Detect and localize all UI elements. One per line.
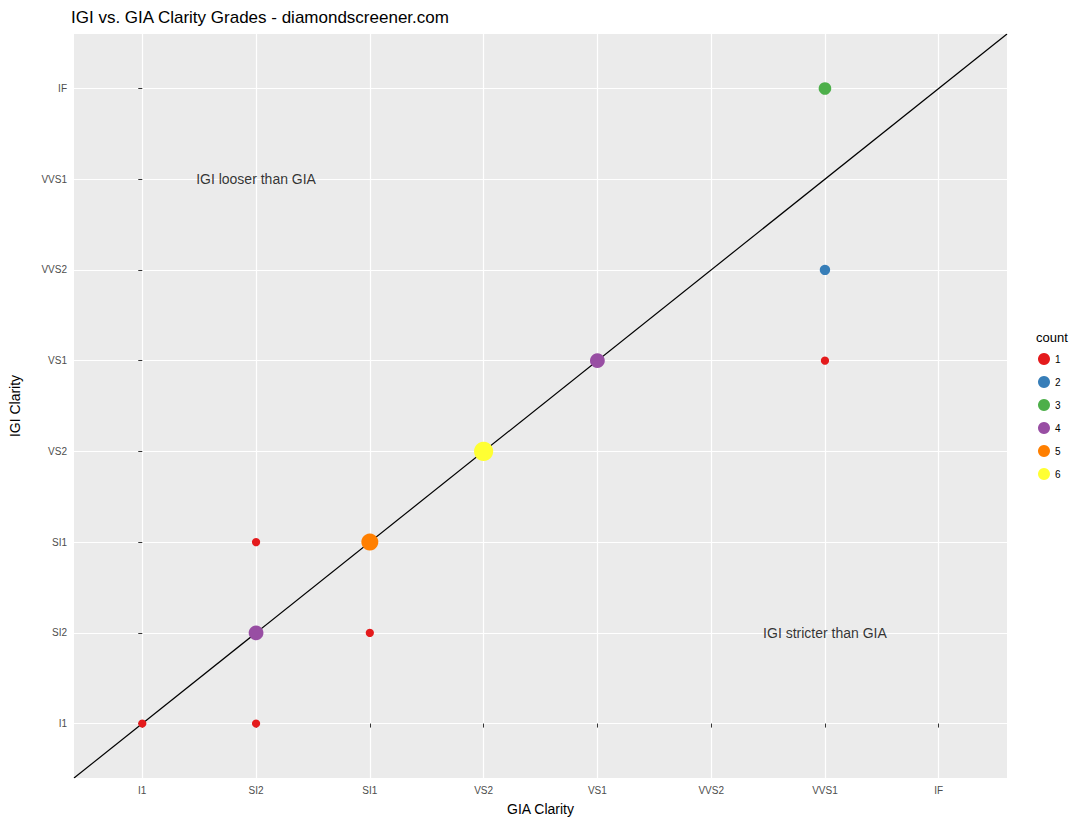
svg-text:I1: I1 xyxy=(59,718,68,729)
svg-text:IF: IF xyxy=(934,785,943,796)
svg-text:4: 4 xyxy=(1055,423,1061,434)
svg-text:SI2: SI2 xyxy=(52,627,67,638)
svg-text:1: 1 xyxy=(1055,354,1061,365)
svg-text:IGI Clarity: IGI Clarity xyxy=(7,375,23,437)
svg-text:I1: I1 xyxy=(138,785,147,796)
svg-text:IGI looser than GIA: IGI looser than GIA xyxy=(196,171,316,187)
svg-text:VS2: VS2 xyxy=(474,785,493,796)
svg-text:3: 3 xyxy=(1055,400,1061,411)
svg-text:GIA Clarity: GIA Clarity xyxy=(507,801,574,817)
svg-text:IGI stricter than GIA: IGI stricter than GIA xyxy=(763,625,887,641)
svg-text:VS1: VS1 xyxy=(48,355,67,366)
svg-text:6: 6 xyxy=(1055,469,1061,480)
svg-text:2: 2 xyxy=(1055,377,1061,388)
svg-text:SI1: SI1 xyxy=(362,785,377,796)
svg-text:VS2: VS2 xyxy=(48,446,67,457)
svg-text:5: 5 xyxy=(1055,446,1061,457)
svg-text:IF: IF xyxy=(58,83,67,94)
svg-text:count: count xyxy=(1036,330,1068,345)
svg-text:VVS1: VVS1 xyxy=(41,174,67,185)
svg-text:SI2: SI2 xyxy=(249,785,264,796)
svg-text:SI1: SI1 xyxy=(52,537,67,548)
svg-text:IGI vs. GIA Clarity Grades - d: IGI vs. GIA Clarity Grades - diamondscre… xyxy=(71,8,449,27)
svg-text:VVS2: VVS2 xyxy=(698,785,724,796)
svg-text:VVS1: VVS1 xyxy=(812,785,838,796)
svg-text:VS1: VS1 xyxy=(588,785,607,796)
svg-text:VVS2: VVS2 xyxy=(41,264,67,275)
